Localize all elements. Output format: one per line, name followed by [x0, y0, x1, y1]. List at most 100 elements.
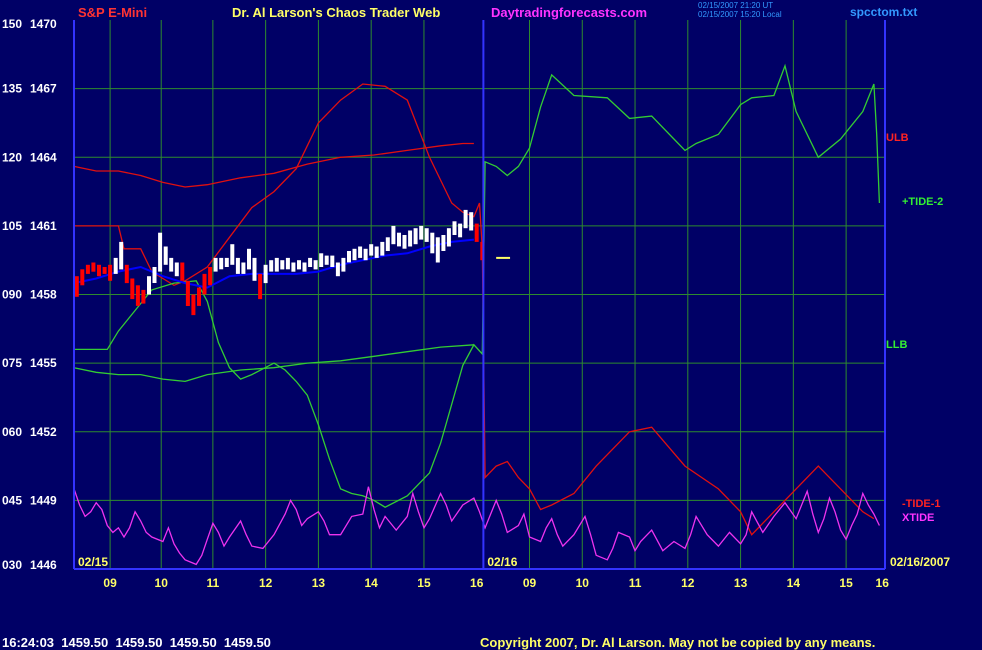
price-bar: [224, 257, 229, 267]
price-bar: [319, 253, 324, 267]
site-name: Daytradingforecasts.com: [491, 5, 648, 20]
price-bar: [235, 257, 240, 274]
price-bar: [130, 278, 135, 300]
price-bar: [108, 264, 113, 281]
right-label--tide-2: +TIDE-2: [902, 196, 943, 208]
price-bar: [197, 287, 201, 306]
price-bar: [163, 246, 168, 265]
price-bar: [480, 241, 485, 261]
file-name: spcctom.txt: [850, 5, 918, 19]
price-bar: [152, 267, 157, 283]
price-bar: [308, 257, 313, 267]
series-line-green-3: [73, 344, 474, 383]
price-bar: [119, 241, 124, 270]
price-bar: [135, 285, 140, 306]
price-bar: [185, 280, 190, 306]
price-bar: [452, 221, 457, 235]
price-bar: [191, 294, 196, 316]
y-tick-right: 1464: [30, 150, 57, 164]
date-label-mid: 02/16: [487, 555, 517, 569]
price-bar: [169, 257, 174, 272]
chart-symbol: S&P E-Mini: [78, 5, 148, 20]
x-tick-label: 10: [155, 576, 169, 590]
time-ut: 02/15/2007 21:20 UT: [698, 1, 774, 10]
x-tick-label: 14: [787, 576, 801, 590]
price-bars: [73, 209, 511, 316]
y-tick-right: 1446: [30, 558, 57, 572]
price-bar: [141, 289, 146, 304]
price-bar: [241, 262, 246, 274]
price-bar: [363, 248, 368, 261]
price-bar: [113, 257, 118, 274]
price-bar: [297, 260, 301, 270]
series-layer: [73, 63, 881, 566]
price-bar: [347, 251, 351, 263]
price-bar: [430, 232, 435, 254]
x-tick-label: 11: [207, 576, 220, 590]
price-bar: [474, 223, 479, 242]
price-bar: [202, 273, 207, 295]
price-bar: [413, 228, 418, 245]
x-tick-label: 11: [629, 576, 642, 590]
y-tick-left: 120: [2, 150, 22, 164]
x-tick-label: 13: [312, 576, 326, 590]
price-bar: [435, 237, 440, 263]
price-bar: [158, 232, 163, 272]
x-tick-label: 16: [470, 576, 484, 590]
price-bar: [408, 230, 413, 247]
price-bar: [358, 246, 363, 258]
y-tick-left: 105: [2, 219, 22, 233]
y-tick-right: 1455: [30, 356, 57, 370]
price-bar: [291, 262, 296, 272]
price-bar: [230, 244, 235, 265]
price-bar: [424, 228, 429, 242]
price-bar: [258, 273, 263, 300]
price-bar: [446, 228, 451, 247]
price-bar: [219, 257, 224, 270]
x-tick-label: 09: [523, 576, 537, 590]
price-average-line: [73, 238, 475, 289]
y-tick-left: 045: [2, 493, 22, 507]
price-bar: [463, 209, 468, 229]
time-local: 02/15/2007 15:20 Local: [698, 10, 782, 19]
price-bar: [91, 262, 96, 272]
price-bar: [380, 241, 385, 256]
price-bar: [397, 232, 401, 247]
price-bar: [213, 257, 218, 272]
y-tick-right: 1470: [30, 17, 57, 31]
price-bar: [180, 262, 185, 281]
x-tick-label: 15: [839, 576, 853, 590]
y-tick-left: 075: [2, 356, 22, 370]
x-tick-label: 15: [417, 576, 431, 590]
price-bar: [269, 260, 274, 272]
copyright: Copyright 2007, Dr. Al Larson. May not b…: [480, 635, 876, 650]
y-tick-left: 090: [2, 288, 22, 302]
price-bar: [369, 244, 374, 256]
x-tick-label: 12: [259, 576, 273, 590]
y-tick-right: 1449: [30, 493, 57, 507]
y-tick-left: 030: [2, 558, 22, 572]
price-bar: [324, 255, 329, 265]
price-bar: [85, 264, 90, 274]
x-tick-label: 16: [876, 576, 890, 590]
series-line-magenta-4: [73, 486, 880, 566]
price-bar: [441, 235, 446, 251]
price-bar: [352, 248, 357, 261]
price-bar: [102, 267, 107, 274]
chart-title: Dr. Al Larson's Chaos Trader Web: [232, 5, 441, 20]
series-line-red-1: [73, 142, 474, 188]
x-tick-label: 09: [103, 576, 117, 590]
price-bar: [385, 237, 390, 251]
axes: 150 1470 135 1467 120 1464 105 1461 090 1458 075 14…: [2, 17, 950, 590]
right-label-xtide: XTIDE: [902, 512, 934, 524]
price-bar: [391, 225, 396, 245]
price-bar: [402, 235, 407, 249]
price-bar: [252, 257, 257, 281]
price-bar: [313, 260, 318, 270]
quote-line: 16:24:03 1459.50 1459.50 1459.50 1459.50: [2, 635, 271, 650]
right-label-ulb: ULB: [886, 132, 909, 144]
price-bar: [74, 276, 79, 297]
price-bar: [174, 262, 179, 277]
right-label--tide-1: -TIDE-1: [902, 498, 941, 510]
date-label-end: 02/16/2007: [890, 555, 950, 569]
